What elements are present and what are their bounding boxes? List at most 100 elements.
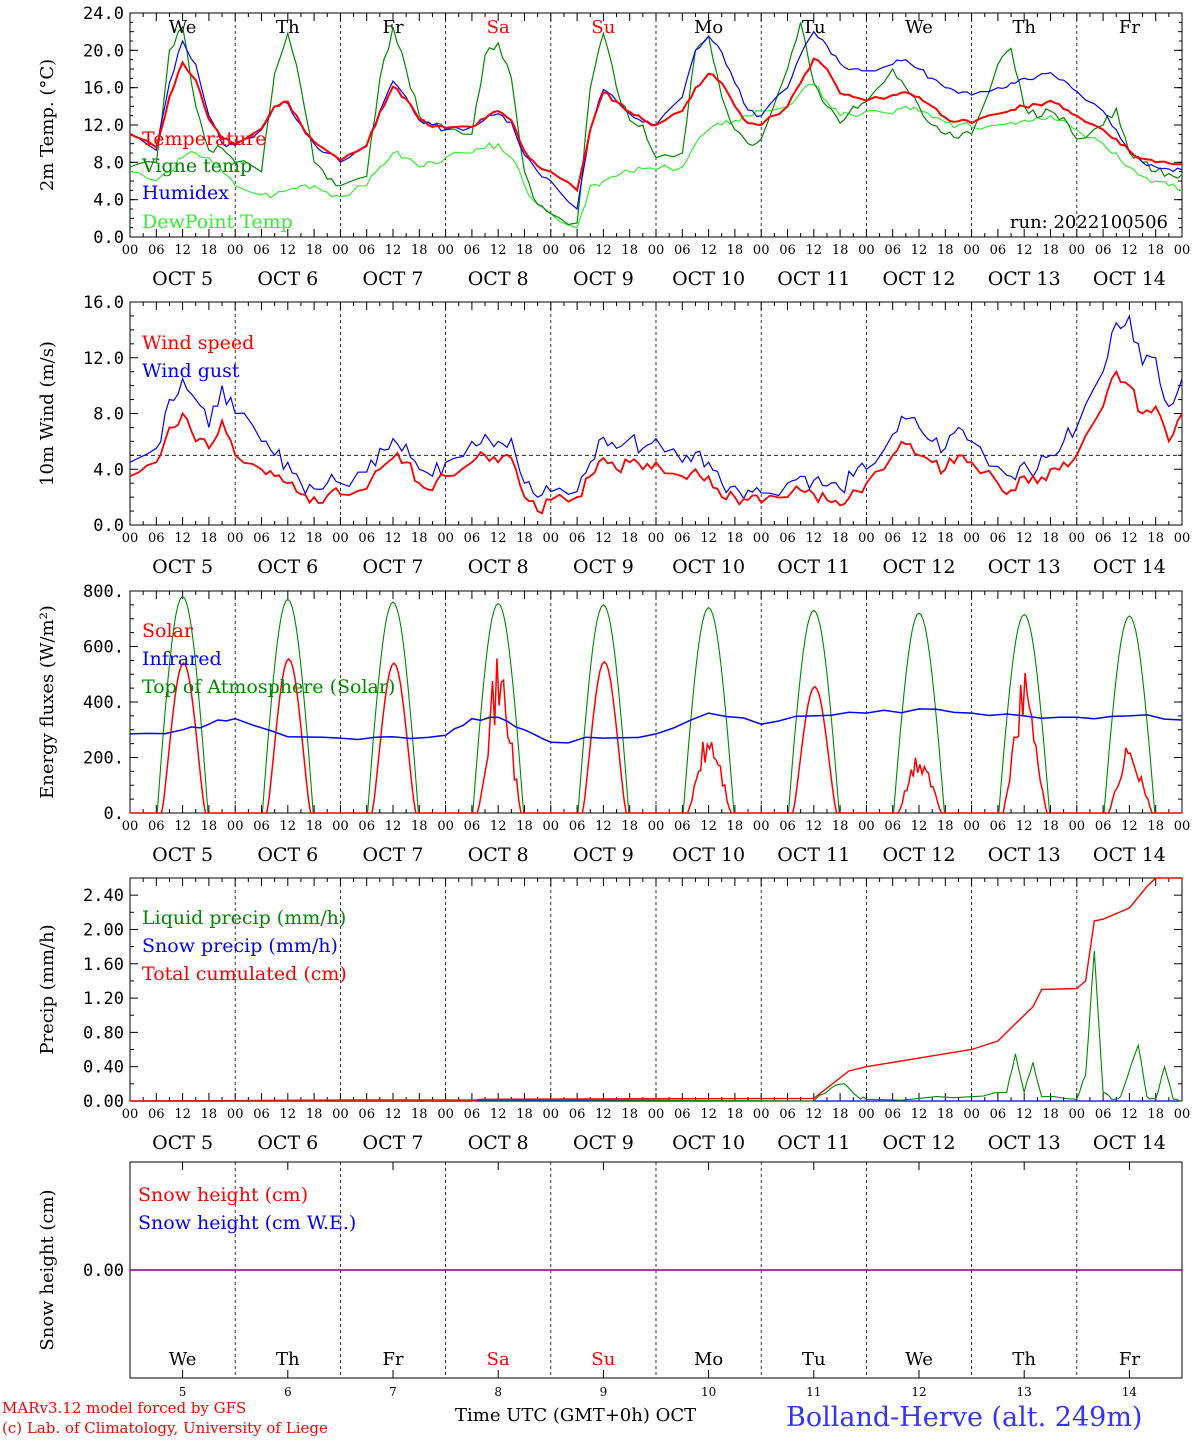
date-label: OCT 7 xyxy=(363,1132,424,1154)
hour-tick-label: 00 xyxy=(858,531,875,546)
date-label: OCT 9 xyxy=(573,844,634,866)
hour-tick-label: 12 xyxy=(911,243,928,258)
hour-tick-label: 12 xyxy=(700,243,717,258)
weekday-label: Fr xyxy=(382,17,403,38)
hour-tick-label: 00 xyxy=(437,1107,454,1122)
date-label: OCT 5 xyxy=(152,1132,213,1154)
hour-tick-label: 18 xyxy=(937,243,954,258)
hour-tick-label: 00 xyxy=(648,819,665,834)
hour-tick-label: 12 xyxy=(806,1107,823,1122)
hour-tick-label: 00 xyxy=(648,531,665,546)
date-label: OCT 11 xyxy=(777,556,850,578)
hour-tick-label: 00 xyxy=(332,531,349,546)
hour-tick-label: 18 xyxy=(1042,1107,1059,1122)
hour-tick-label: 06 xyxy=(1095,1107,1112,1122)
model-credit: MARv3.12 model forced by GFS xyxy=(2,1399,247,1417)
hour-tick-label: 06 xyxy=(674,531,691,546)
hour-tick-label: 18 xyxy=(621,243,638,258)
hour-tick-label: 06 xyxy=(148,243,165,258)
hour-tick-label: 00 xyxy=(122,1107,139,1122)
date-label: OCT 13 xyxy=(988,556,1061,578)
date-label: OCT 8 xyxy=(468,268,529,290)
hour-tick-label: 06 xyxy=(148,531,165,546)
panel-5: 0.00 Snow height (cm) 5 6 7 8 9 10 11 12 13 14 We Th F… xyxy=(37,1161,1183,1399)
date-label: OCT 6 xyxy=(257,1132,318,1154)
hour-tick-label: 12 xyxy=(700,819,717,834)
hour-tick-label: 06 xyxy=(253,819,270,834)
hour-tick-label: 18 xyxy=(727,243,744,258)
hour-tick-label: 06 xyxy=(674,1107,691,1122)
hour-tick-label: 18 xyxy=(1042,819,1059,834)
hour-tick-label: 06 xyxy=(884,243,901,258)
hour-tick-label: 06 xyxy=(358,1107,375,1122)
hour-tick-label: 18 xyxy=(1147,819,1164,834)
y-tick-label: 4.0 xyxy=(93,460,124,480)
hour-tick-label: 06 xyxy=(884,1107,901,1122)
hour-tick-label: 00 xyxy=(332,1107,349,1122)
day-number-label: 9 xyxy=(600,1385,608,1399)
hour-tick-label: 12 xyxy=(911,1107,928,1122)
hour-tick-label: 18 xyxy=(832,819,849,834)
date-label: OCT 7 xyxy=(363,844,424,866)
hour-tick-label: 00 xyxy=(543,1107,560,1122)
panel-2: 0.0 4.0 8.0 12.0 16.0 10m Wind (m/s) 00 06 12 18 O… xyxy=(37,293,1190,578)
panel-3: 0. 200. 400. 600. 800. Energy fluxes (W/m²) 00… xyxy=(37,582,1190,866)
y-tick-label: 1.20 xyxy=(83,989,124,1009)
hour-tick-label: 00 xyxy=(332,243,349,258)
hour-tick-label: 06 xyxy=(253,531,270,546)
hour-tick-label: 18 xyxy=(516,531,533,546)
date-label: OCT 10 xyxy=(672,556,745,578)
legend-blue: Wind gust xyxy=(142,360,240,382)
legend-green: Vigne temp xyxy=(141,155,252,177)
legend-red: Snow height (cm) xyxy=(138,1184,308,1206)
hour-tick-label: 00 xyxy=(437,243,454,258)
hour-tick-label: 18 xyxy=(201,531,218,546)
hour-tick-label: 06 xyxy=(569,531,586,546)
hour-tick-label: 00 xyxy=(648,1107,665,1122)
hour-tick-label: 18 xyxy=(727,1107,744,1122)
y-tick-label: 8.0 xyxy=(93,405,124,425)
hour-tick-label: 12 xyxy=(490,1107,507,1122)
hour-tick-label: 18 xyxy=(621,1107,638,1122)
hour-tick-label: 00 xyxy=(122,819,139,834)
date-label: OCT 8 xyxy=(468,844,529,866)
hour-tick-label: 12 xyxy=(174,1107,191,1122)
date-label: OCT 11 xyxy=(777,268,850,290)
date-label: OCT 14 xyxy=(1093,556,1166,578)
hour-tick-label: 18 xyxy=(937,1107,954,1122)
date-label: OCT 12 xyxy=(882,268,955,290)
hour-tick-label: 12 xyxy=(490,243,507,258)
day-number-label: 10 xyxy=(701,1385,716,1399)
series-line-red xyxy=(129,57,1183,193)
hour-tick-label: 06 xyxy=(464,243,481,258)
hour-tick-label: 06 xyxy=(148,1107,165,1122)
hour-tick-label: 06 xyxy=(674,243,691,258)
hour-tick-label: 18 xyxy=(306,819,323,834)
y-tick-label: 0.00 xyxy=(83,1261,124,1281)
hour-tick-label: 18 xyxy=(937,531,954,546)
date-label: OCT 10 xyxy=(672,268,745,290)
hour-tick-label: 12 xyxy=(280,243,297,258)
y-tick-label: 0.0 xyxy=(93,228,124,248)
hour-tick-label: 18 xyxy=(201,819,218,834)
hour-tick-label: 06 xyxy=(358,243,375,258)
hour-tick-label: 12 xyxy=(595,819,612,834)
run-annotation: run: 2022100506 xyxy=(1010,212,1168,233)
weekday-label: Mo xyxy=(694,1349,723,1370)
hour-tick-label: 12 xyxy=(700,531,717,546)
y-tick-label: 2.00 xyxy=(83,920,124,940)
hour-tick-label: 12 xyxy=(1121,531,1138,546)
day-number-label: 6 xyxy=(284,1385,292,1399)
weekday-label: Sa xyxy=(487,17,510,38)
hour-tick-label: 06 xyxy=(779,819,796,834)
hour-tick-label: 00 xyxy=(858,1107,875,1122)
hour-tick-label: 06 xyxy=(779,531,796,546)
series-line-blue xyxy=(129,313,1183,500)
hour-tick-label: 00 xyxy=(1174,531,1191,546)
hour-tick-label: 06 xyxy=(990,819,1007,834)
hour-tick-label: 00 xyxy=(753,243,770,258)
y-axis-label: Snow height (cm) xyxy=(37,1189,58,1350)
date-label: OCT 7 xyxy=(363,556,424,578)
y-tick-label: 12.0 xyxy=(83,349,124,369)
hour-tick-label: 00 xyxy=(858,243,875,258)
